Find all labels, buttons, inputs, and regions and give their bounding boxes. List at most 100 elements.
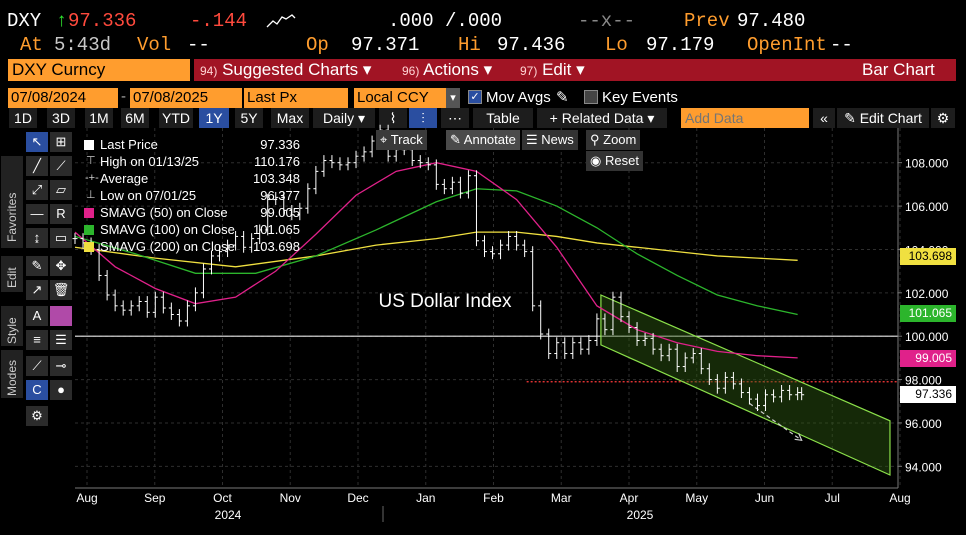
settings-gear-icon[interactable]: ⚙ (26, 406, 48, 426)
channel-icon[interactable]: ▱ (50, 180, 72, 200)
table-button[interactable]: Table (473, 108, 533, 128)
hline-icon[interactable]: — (26, 204, 48, 224)
range-max[interactable]: Max (271, 108, 309, 128)
currency-dropdown-icon[interactable]: ▾ (446, 88, 460, 108)
average-marker-icon: -+- (85, 172, 99, 184)
more-icon[interactable]: ⋯ (441, 108, 469, 128)
y-tick-label: 102.000 (905, 287, 949, 301)
mov-avgs-checkbox[interactable]: ✓ (468, 90, 482, 104)
related-data-button[interactable]: + Related Data ▾ (537, 108, 667, 128)
x-tick-label: Apr (620, 491, 639, 505)
actions-menu[interactable]: 96) Actions ▾ (402, 60, 493, 79)
range-3d[interactable]: 3D (47, 108, 75, 128)
ruler-icon[interactable]: ⟋ (26, 356, 48, 376)
high-marker-icon: ⊤ (86, 155, 96, 167)
retracement-icon[interactable]: R (50, 204, 72, 224)
x-tick-label: Nov (280, 491, 301, 505)
fib-icon[interactable]: ↨ (26, 228, 48, 248)
reset-button[interactable]: ◉ Reset (586, 151, 643, 171)
split-icon[interactable]: ⊸ (50, 356, 72, 376)
line-style-icon[interactable]: ≡ (26, 330, 48, 350)
magnet-icon[interactable]: C (26, 380, 48, 400)
tab-modes[interactable]: Modes (1, 350, 23, 398)
x-tick-label: May (685, 491, 708, 505)
projection-arrowhead (794, 433, 803, 442)
up-arrow-icon: ↑ (56, 10, 68, 32)
legend-swatch (84, 225, 94, 235)
line-weight-icon[interactable]: ☰ (50, 330, 72, 350)
prev-value: 97.480 (737, 10, 806, 32)
add-data-input[interactable] (681, 108, 809, 128)
select-icon[interactable]: ↗ (26, 280, 48, 300)
tab-favorites[interactable]: Favorites (1, 156, 23, 248)
date-separator: - (121, 88, 126, 105)
annotate-button[interactable]: ✎ Annotate (446, 130, 520, 150)
field-selector[interactable]: Last Px (244, 88, 348, 108)
legend-swatch (84, 140, 94, 150)
edit-menu[interactable]: 97) Edit ▾ (520, 60, 585, 79)
chart-axes: 108.000106.000104.000102.000100.00098.00… (75, 128, 949, 522)
range-1d[interactable]: 1D (9, 108, 37, 128)
currency-selector[interactable]: Local CCY (354, 88, 446, 108)
x-tick-label: Jan (416, 491, 435, 505)
projection-arrow (749, 402, 802, 441)
range-1y[interactable]: 1Y (199, 108, 229, 128)
at-time: 5:43d (54, 34, 112, 56)
x-tick-label: Aug (889, 491, 910, 505)
palette-icon[interactable]: ● (50, 380, 72, 400)
y-tick-label: 98.000 (905, 374, 942, 388)
low-value: 97.179 (646, 34, 715, 56)
edit-chart-button[interactable]: ✎ Edit Chart (837, 108, 929, 128)
x-tick-label: Oct (213, 491, 232, 505)
x-tick-label: Jul (825, 491, 840, 505)
legend-sma200: SMAVG (200) on Close 103.698 (80, 238, 304, 255)
tab-style[interactable]: Style (1, 306, 23, 346)
end-date-field[interactable]: 07/08/2025 (130, 88, 242, 108)
range-1m[interactable]: 1M (85, 108, 113, 128)
sma100-line (74, 188, 798, 316)
high-label: Hi (458, 34, 481, 56)
text-style-icon[interactable]: A (26, 306, 48, 326)
pen-icon[interactable]: ✎ (26, 256, 48, 276)
price-tag: 101.065 (900, 305, 956, 323)
y-tick-label: 100.000 (905, 330, 949, 344)
range-6m[interactable]: 6M (121, 108, 149, 128)
collapse-icon[interactable]: « (813, 108, 835, 128)
ray-icon[interactable]: ⟋ (50, 156, 72, 176)
legend-swatch (84, 242, 94, 252)
key-events-checkbox[interactable] (584, 90, 598, 104)
gear-icon[interactable]: ⚙ (931, 108, 955, 128)
track-button[interactable]: ⌖ Track (376, 130, 427, 150)
y-tick-label: 96.000 (905, 417, 942, 431)
range-5y[interactable]: 5Y (235, 108, 263, 128)
move-icon[interactable]: ✥ (50, 256, 72, 276)
at-label: At (20, 34, 43, 56)
news-button[interactable]: ☰ News (522, 130, 578, 150)
chart-type-label[interactable]: Bar Chart (862, 60, 935, 79)
color-icon[interactable] (50, 306, 72, 326)
period-selector[interactable]: Daily ▾ (313, 108, 375, 128)
start-date-field[interactable]: 07/08/2024 (8, 88, 118, 108)
trash-icon[interactable]: 🗑 (50, 280, 72, 300)
legend-sma50: SMAVG (50) on Close 99.005 (80, 204, 304, 221)
price-tag: 99.005 (900, 349, 956, 367)
pencil-icon[interactable]: ✎ (556, 89, 569, 106)
tab-edit[interactable]: Edit (1, 256, 23, 292)
suggested-charts-menu[interactable]: 94) Suggested Charts ▾ (200, 60, 372, 79)
y-tick-label: 106.000 (905, 200, 949, 214)
security-field[interactable]: DXY Curncy (8, 59, 190, 81)
range-ytd[interactable]: YTD (159, 108, 193, 128)
legend-last-price: Last Price 97.336 (80, 136, 304, 153)
pointer-icon[interactable]: ↖ (26, 132, 48, 152)
trendline-icon[interactable]: ╱ (26, 156, 48, 176)
y-tick-label: 94.000 (905, 460, 942, 474)
zoom-button[interactable]: ⚲ Zoom (586, 130, 641, 150)
x-tick-label: Dec (347, 491, 368, 505)
drawing-tools-panel: Favorites Edit Style Modes ↖ ⊞ ╱ ⟋ ⤢ ▱ —… (0, 128, 76, 428)
bar-chart-icon[interactable]: ⫶ (409, 108, 437, 128)
segment-icon[interactable]: ⤢ (26, 180, 48, 200)
rectangle-icon[interactable]: ▭ (50, 228, 72, 248)
line-chart-icon[interactable]: ⌇ (379, 108, 407, 128)
crosshair-icon[interactable]: ⊞ (50, 132, 72, 152)
